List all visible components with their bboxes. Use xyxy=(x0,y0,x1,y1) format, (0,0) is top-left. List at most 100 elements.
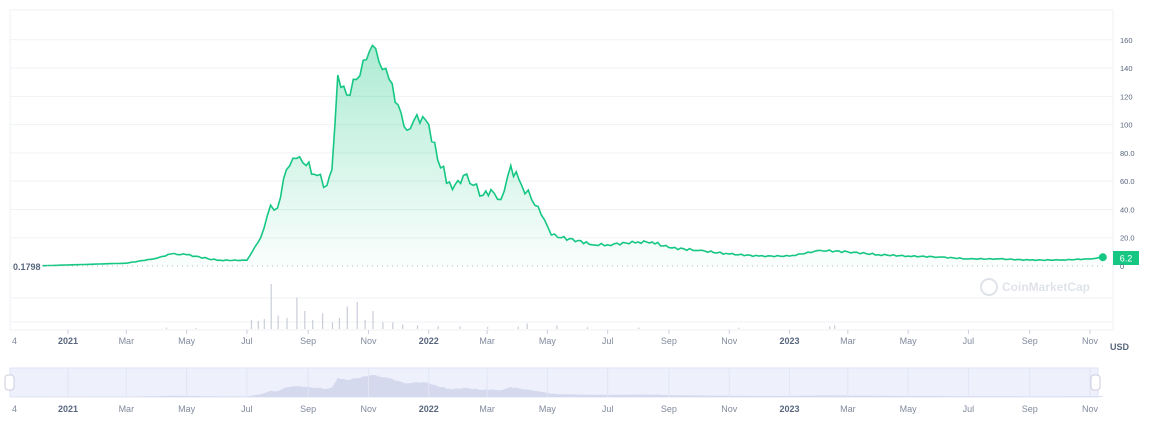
y-tick-label: 40.0 xyxy=(1120,205,1135,214)
price-line xyxy=(42,44,1103,267)
x-axis: 4 2021 Mar May Jul Sep Nov 2022 Mar May Jul Sep Nov 2… xyxy=(12,330,1098,346)
plot-border xyxy=(9,9,1114,331)
volume-bar xyxy=(638,327,640,329)
navigator-tick-label: Mar xyxy=(479,404,495,414)
navigator-tick-label: 2021 xyxy=(58,404,78,414)
y-axis: 0 20.0 40.0 60.0 80.0 100 120 140 160 xyxy=(1120,36,1135,271)
volume-bars xyxy=(165,284,836,329)
x-tick-label: 2023 xyxy=(780,336,800,346)
x-tick-label: Nov xyxy=(721,336,738,346)
current-price-badge xyxy=(1113,251,1139,265)
navigator-window[interactable] xyxy=(9,367,1099,398)
volume-bar xyxy=(322,313,324,329)
volume-bar xyxy=(331,322,334,329)
volume-bar xyxy=(277,315,279,329)
navigator-tick-label: 4 xyxy=(12,404,17,414)
volume-bar xyxy=(487,326,489,329)
volume-bar xyxy=(834,325,836,329)
x-tick-label: Sep xyxy=(661,336,677,346)
x-tick-label: Jul xyxy=(241,336,253,346)
volume-bar xyxy=(296,297,298,329)
x-tick-label: Sep xyxy=(1022,336,1038,346)
navigator-area xyxy=(42,374,1103,397)
x-tick-label: 2021 xyxy=(58,336,78,346)
volume-bar xyxy=(312,320,314,329)
navigator-tick-label: Sep xyxy=(300,404,316,414)
navigator-tick-label: Sep xyxy=(661,404,677,414)
volume-bar xyxy=(526,323,528,329)
x-tick-label: Nov xyxy=(360,336,377,346)
x-tick-label: Mar xyxy=(119,336,135,346)
navigator-tick-label: Jul xyxy=(963,404,975,414)
navigator-tick-label: Jul xyxy=(241,404,253,414)
volume-bar xyxy=(517,326,519,329)
volume-bar xyxy=(829,326,831,329)
volume-bar xyxy=(304,311,306,329)
navigator-tick-label: May xyxy=(539,404,557,414)
x-tick-label: Nov xyxy=(1082,336,1099,346)
volume-bar xyxy=(165,327,168,329)
x-tick-label: 2022 xyxy=(419,336,439,346)
grid xyxy=(9,9,1114,331)
y-tick-label: 60.0 xyxy=(1120,177,1135,186)
y-tick-label: 100 xyxy=(1120,121,1133,130)
y-tick-label: 140 xyxy=(1120,64,1133,73)
x-tick-label: May xyxy=(178,336,196,346)
navigator-left-handle[interactable] xyxy=(4,374,15,391)
navigator-tick-label: Mar xyxy=(119,404,135,414)
navigator-tick-label: 2022 xyxy=(419,404,439,414)
volume-bar xyxy=(402,324,404,329)
watermark-text: CoinMarketCap xyxy=(1002,280,1090,294)
watermark: CoinMarketCap xyxy=(980,278,1090,296)
volume-bar xyxy=(270,284,272,329)
volume-bar xyxy=(250,320,253,329)
navigator-tick-label: Sep xyxy=(1022,404,1038,414)
volume-bar xyxy=(437,326,439,329)
navigator-tick-label: Nov xyxy=(1082,404,1099,414)
navigator-tick-label: May xyxy=(900,404,918,414)
navigator-tick-label: 2023 xyxy=(780,404,800,414)
navigator-tick-label: May xyxy=(178,404,196,414)
x-tick-label: May xyxy=(539,336,557,346)
navigator-tick-label: Jul xyxy=(602,404,614,414)
current-price-dot xyxy=(1098,253,1107,262)
price-area xyxy=(42,45,1103,267)
x-tick-label: Mar xyxy=(479,336,495,346)
start-price-label: 0.1798 xyxy=(13,262,41,272)
navigator-right-handle[interactable] xyxy=(1090,374,1101,391)
x-tick-label: Sep xyxy=(300,336,316,346)
navigator-x-axis: 4 2021 Mar May Jul Sep Nov 2022 Mar May Jul Sep Nov 2… xyxy=(12,404,1098,414)
volume-bar xyxy=(556,325,558,329)
x-tick-label: Jul xyxy=(963,336,975,346)
volume-bar xyxy=(738,327,740,329)
volume-bar xyxy=(195,328,197,329)
volume-bar xyxy=(364,320,366,329)
navigator[interactable] xyxy=(4,367,1103,398)
volume-bar xyxy=(382,322,384,329)
volume-bar xyxy=(338,317,341,329)
x-tick-label: Mar xyxy=(840,336,856,346)
y-tick-label: 120 xyxy=(1120,92,1133,101)
volume-bar xyxy=(372,311,374,329)
volume-bar xyxy=(286,317,288,329)
x-tick-label: 4 xyxy=(12,336,17,346)
y-tick-label: 0 xyxy=(1120,262,1124,271)
navigator-tick-label: Nov xyxy=(721,404,738,414)
currency-label: USD xyxy=(1110,342,1130,352)
volume-bar xyxy=(356,302,358,329)
x-tick-label: Jul xyxy=(602,336,614,346)
volume-bar xyxy=(416,325,419,329)
y-tick-label: 20.0 xyxy=(1120,234,1135,243)
navigator-tick-label: Nov xyxy=(360,404,377,414)
y-tick-label: 160 xyxy=(1120,36,1133,45)
y-tick-label: 80.0 xyxy=(1120,149,1135,158)
volume-bar xyxy=(459,326,461,329)
volume-bar xyxy=(392,322,394,329)
volume-bar xyxy=(346,306,348,329)
navigator-tick-label: Mar xyxy=(840,404,856,414)
volume-bar xyxy=(586,327,589,329)
current-price-label: 6.2 xyxy=(1120,254,1133,264)
volume-bar xyxy=(263,319,265,329)
